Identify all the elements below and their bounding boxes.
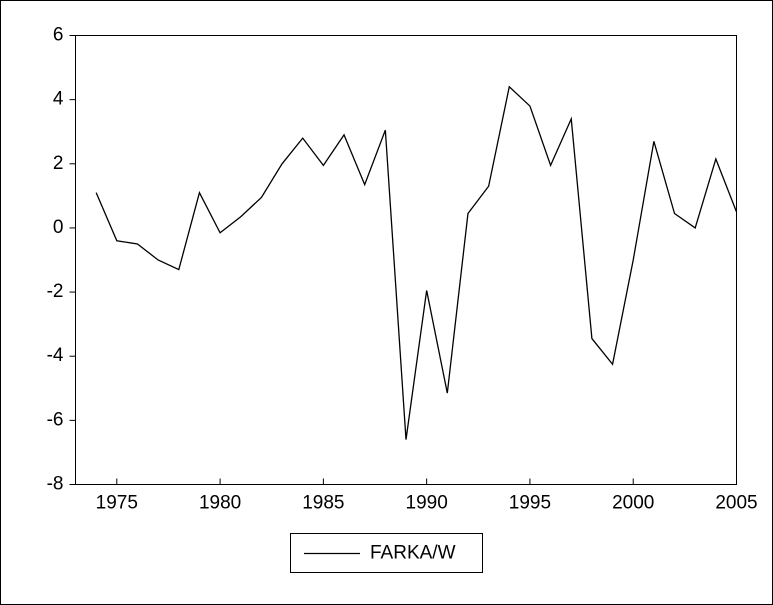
x-tick-label: 1995 <box>509 493 551 514</box>
x-tick-label: 2005 <box>715 493 757 514</box>
y-tick-label: -6 <box>47 409 64 430</box>
y-tick-label: -8 <box>47 474 64 495</box>
x-tick-label: 1980 <box>199 493 241 514</box>
x-tick-label: 1975 <box>96 493 138 514</box>
y-tick-label: -4 <box>47 345 64 366</box>
x-tick-label: 1985 <box>302 493 344 514</box>
y-tick-label: 6 <box>53 25 64 46</box>
y-tick-label: 0 <box>53 217 64 238</box>
legend-label: FARKA/W <box>370 543 456 564</box>
y-tick-label: 2 <box>53 153 64 174</box>
y-tick-label: 4 <box>53 89 64 110</box>
x-tick-label: 1990 <box>406 493 448 514</box>
y-tick-label: -2 <box>47 281 64 302</box>
x-tick-label: 2000 <box>612 493 654 514</box>
line-series <box>95 85 738 440</box>
plot-area <box>75 35 737 485</box>
